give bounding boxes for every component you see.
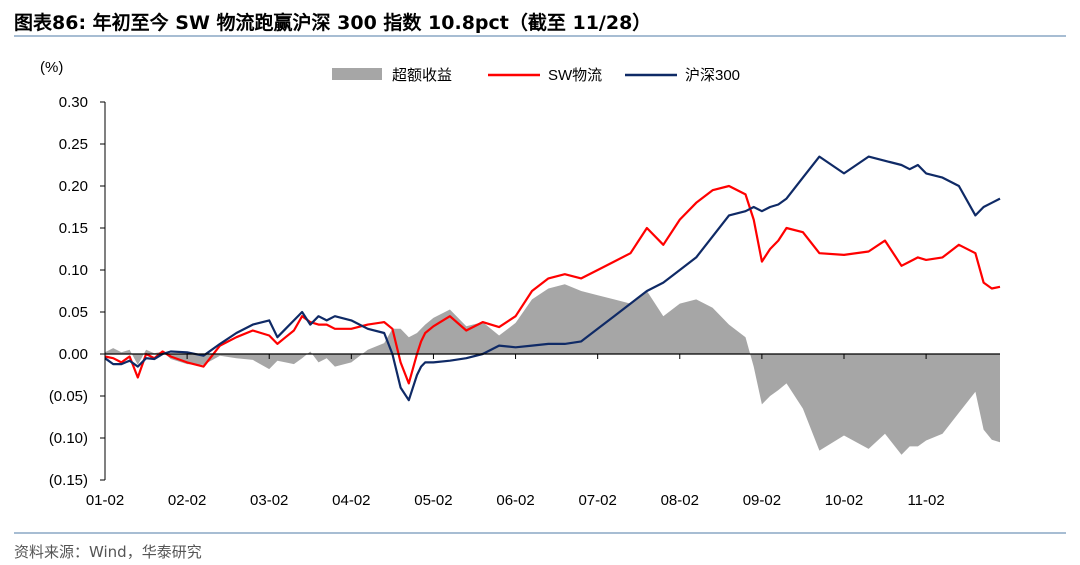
- chart: (%) 0.30 0.25 0.20 0.15 0.10 0.05 0.00 (0.05) (0.…: [40, 59, 1001, 509]
- axes: 01-02 02-02 03-02 04-02 05-02 06-02 07-02 08-02…: [86, 101, 1000, 509]
- y-tick-label: 0.15: [59, 220, 88, 237]
- y-tick-label: 0.05: [59, 304, 88, 321]
- sw-logistics-line: [104, 184, 1001, 385]
- x-tick-label: 01-02: [86, 492, 124, 509]
- y-tick-label: (0.10): [49, 430, 88, 447]
- legend-label-sw-logistics: SW物流: [548, 67, 602, 84]
- legend: 超额收益 SW物流 沪深300: [332, 67, 740, 84]
- x-tick-label: 10-02: [825, 492, 863, 509]
- line-layer: [104, 155, 1001, 402]
- y-axis: (%) 0.30 0.25 0.20 0.15 0.10 0.05 0.00 (0.05) (0.…: [40, 59, 88, 489]
- y-axis-unit-label: (%): [40, 59, 63, 76]
- y-tick-label: 0.30: [59, 94, 88, 111]
- y-tick-label: 0.00: [59, 346, 88, 363]
- x-tick-label: 02-02: [168, 492, 206, 509]
- x-tick-label: 06-02: [496, 492, 534, 509]
- x-tick-label: 03-02: [250, 492, 288, 509]
- excess-area-layer: [105, 284, 1000, 455]
- chart-title: 图表86: 年初至今 SW 物流跑赢沪深 300 指数 10.8pct（截至 1…: [14, 12, 652, 34]
- y-tick-label: 0.25: [59, 136, 88, 153]
- top-divider: [14, 35, 1066, 37]
- y-tick-label: (0.15): [49, 472, 88, 489]
- x-tick-label: 08-02: [661, 492, 699, 509]
- bottom-divider: [14, 532, 1066, 534]
- y-tick-label: 0.20: [59, 178, 88, 195]
- x-tick-label: 09-02: [743, 492, 781, 509]
- y-tick-label: (0.05): [49, 388, 88, 405]
- x-tick-label: 07-02: [578, 492, 616, 509]
- y-tick-label: 0.10: [59, 262, 88, 279]
- legend-swatch-excess: [332, 68, 382, 80]
- x-tick-label: 05-02: [414, 492, 452, 509]
- source-note: 资料来源：Wind，华泰研究: [14, 543, 202, 561]
- legend-label-excess: 超额收益: [392, 67, 452, 84]
- legend-label-csi300: 沪深300: [685, 67, 740, 84]
- x-tick-label: 04-02: [332, 492, 370, 509]
- excess-return-area: [105, 284, 1000, 455]
- csi300-line: [104, 155, 1001, 402]
- x-tick-label: 11-02: [907, 492, 944, 509]
